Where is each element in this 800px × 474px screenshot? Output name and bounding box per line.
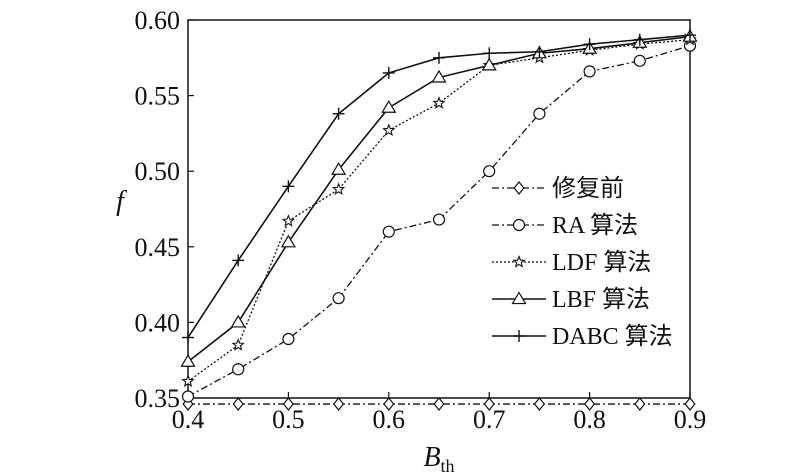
plus-marker <box>282 180 295 193</box>
diamond-marker <box>282 397 294 412</box>
series-4 <box>182 29 696 344</box>
y-tick-label: 0.60 <box>135 6 181 35</box>
star-marker <box>281 214 296 227</box>
legend-label: LBF 算法 <box>552 286 650 313</box>
y-axis-label: f <box>116 186 127 217</box>
plus-marker <box>182 331 194 344</box>
star-marker <box>432 96 446 109</box>
diamond-marker <box>634 397 646 412</box>
y-tick-label: 0.35 <box>135 384 181 413</box>
triangle-marker <box>431 69 447 83</box>
star-marker <box>331 182 346 195</box>
y-tick-label: 0.40 <box>135 308 181 337</box>
plus-marker <box>633 33 646 46</box>
legend-item-3: LBF 算法 <box>492 286 650 313</box>
diamond-marker <box>513 181 525 195</box>
triangle-marker <box>511 291 527 305</box>
star-marker <box>231 338 245 351</box>
diamond-marker <box>533 397 545 412</box>
circle-marker <box>512 218 526 232</box>
diamond-marker <box>232 397 244 412</box>
plus-marker <box>533 45 546 58</box>
series-1 <box>181 39 697 403</box>
plus-marker <box>382 66 395 79</box>
triangle-marker <box>180 354 196 367</box>
triangle-marker <box>481 57 497 71</box>
plus-marker <box>433 51 445 64</box>
legend-label: 修复前 <box>552 175 624 202</box>
circle-marker <box>583 65 596 78</box>
x-axis-label: Bth <box>423 442 454 474</box>
diamond-marker <box>584 397 596 412</box>
circle-marker <box>181 390 195 403</box>
x-axis-label-subscript: th <box>441 456 455 474</box>
diamond-marker <box>433 397 445 412</box>
star-marker <box>382 123 396 137</box>
circle-marker <box>432 213 446 226</box>
star-marker <box>512 255 526 268</box>
triangle-marker <box>280 234 296 248</box>
triangle-marker <box>381 100 397 113</box>
circle-marker <box>633 54 646 67</box>
diamond-marker <box>684 397 696 412</box>
triangle-marker <box>230 314 246 328</box>
legend-label: RA 算法 <box>552 212 638 239</box>
triangle-marker <box>331 162 347 175</box>
series-0 <box>182 397 696 412</box>
legend-label: LDF 算法 <box>552 249 651 276</box>
plus-marker <box>513 330 525 342</box>
diamond-marker <box>383 397 395 412</box>
y-tick-label: 0.45 <box>135 233 181 262</box>
y-tick-label: 0.50 <box>135 157 181 186</box>
circle-marker <box>533 107 546 120</box>
legend-item-4: DABC 算法 <box>492 323 673 350</box>
x-axis-label-main: B <box>423 442 440 473</box>
circle-marker <box>232 363 245 376</box>
diamond-marker <box>483 397 495 412</box>
axes: 0.4 0.5 0.6 0.7 0.8 0.90.350.400.450.500.550.… <box>135 6 707 434</box>
diamond-marker <box>333 397 345 412</box>
legend: 修复前 RA 算法 LDF 算法 LBF 算法 DABC 算法 <box>492 175 673 350</box>
plus-marker <box>483 47 496 60</box>
legend-item-2: LDF 算法 <box>492 249 651 276</box>
plus-marker <box>583 38 596 51</box>
legend-item-0: 修复前 <box>492 175 624 202</box>
y-tick-label: 0.55 <box>135 82 181 111</box>
circle-marker <box>282 332 295 346</box>
legend-item-1: RA 算法 <box>492 212 638 239</box>
plus-marker <box>684 29 696 42</box>
circle-marker <box>332 292 345 305</box>
circle-marker <box>382 225 395 238</box>
plus-marker <box>232 254 245 267</box>
star-marker <box>181 374 195 388</box>
series-layer <box>180 28 698 412</box>
plus-marker <box>332 107 345 120</box>
circle-marker <box>483 165 496 178</box>
legend-label: DABC 算法 <box>552 323 673 350</box>
